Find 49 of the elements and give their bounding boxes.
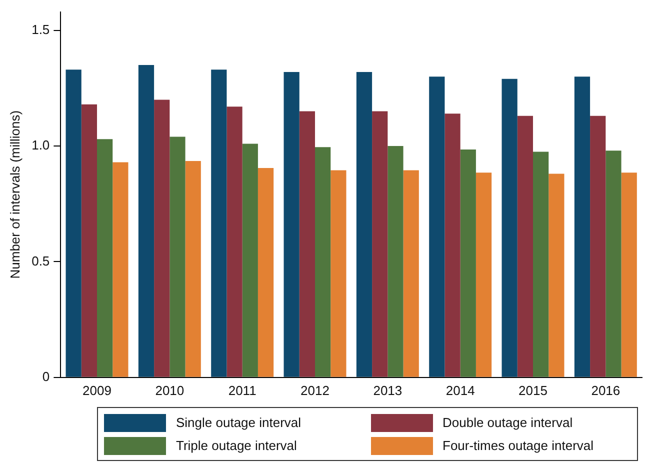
bar [97, 139, 113, 377]
legend-label: Double outage interval [442, 415, 573, 430]
y-tick-label: 1.5 [32, 22, 50, 37]
bar [284, 72, 300, 377]
bar [315, 147, 331, 377]
y-tick-label: 1.0 [32, 138, 50, 153]
bar [429, 76, 445, 377]
bar [444, 114, 460, 377]
bar [299, 111, 316, 377]
x-tick-label: 2014 [446, 382, 475, 398]
bar [154, 100, 170, 377]
bar [138, 65, 154, 377]
bar [606, 150, 622, 377]
x-tick-label: 2010 [155, 382, 184, 398]
bar [403, 170, 419, 377]
x-tick-label: 2011 [228, 382, 256, 398]
bar [258, 168, 274, 377]
bar [356, 72, 372, 377]
bar [81, 104, 98, 377]
bar [502, 78, 518, 377]
x-tick-label: 2016 [591, 382, 620, 398]
bar [170, 136, 186, 377]
bar [211, 70, 227, 377]
x-tick-label: 2013 [373, 382, 402, 398]
y-tick-label: 0.5 [32, 253, 50, 268]
legend-label: Triple outage interval [176, 438, 297, 453]
bar [242, 144, 258, 377]
bar [517, 116, 533, 377]
bar [590, 116, 606, 377]
bar [621, 172, 637, 377]
bar [226, 106, 242, 377]
bar [574, 76, 590, 377]
legend-label: Four-times outage interval [442, 438, 594, 453]
x-tick-label: 2009 [82, 382, 112, 398]
bar [548, 174, 564, 377]
bar [66, 70, 82, 377]
bar [112, 162, 128, 377]
bar [330, 170, 346, 377]
bar [185, 161, 201, 377]
bar [476, 172, 492, 377]
y-tick-label: 0 [42, 368, 50, 384]
x-tick-label: 2015 [518, 382, 548, 398]
bar [533, 152, 549, 377]
bar [372, 111, 388, 377]
legend-label: Single outage interval [176, 415, 302, 430]
x-tick-label: 2012 [300, 382, 330, 398]
bar [460, 149, 476, 377]
bar [388, 146, 404, 377]
y-axis-title: Number of intervals (millions) [7, 110, 22, 279]
